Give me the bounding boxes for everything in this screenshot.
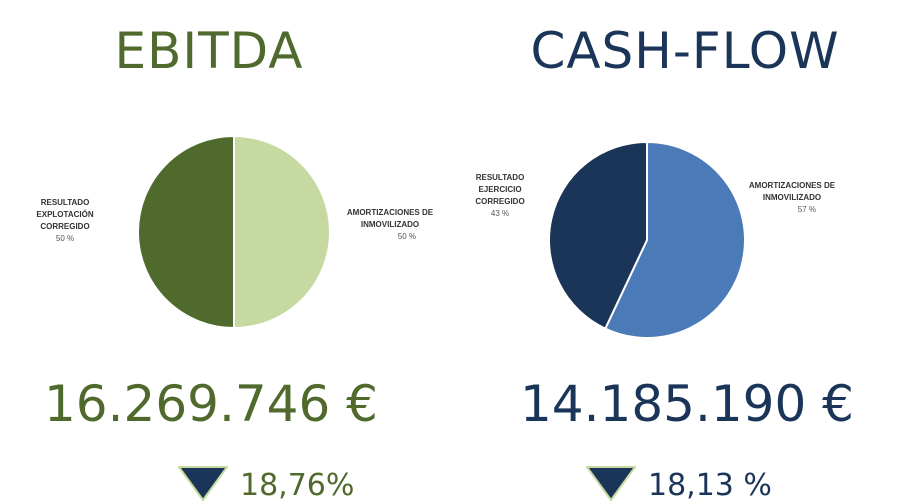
cashflow-panel: CASH-FLOW RESULTADO EJERCICIO CORREGIDO …	[450, 0, 900, 503]
ebitda-pie-slice-1	[233, 134, 331, 330]
cashflow-pie-slice-1	[603, 140, 746, 339]
ebitda-pie-chart	[137, 134, 331, 330]
ebitda-slice-label-amortizaciones: AMORTIZACIONES DE INMOVILIZADO 50 %	[340, 207, 440, 243]
cashflow-slice-label-amortizaciones: AMORTIZACIONES DE INMOVILIZADO 57 %	[742, 180, 842, 216]
ebitda-slice-value-amortizaciones: 50 %	[397, 232, 416, 241]
cashflow-pie-slice-0	[548, 140, 648, 331]
cashflow-slice-value-resultado: 43 %	[490, 209, 510, 218]
cashflow-change-value: 18,13 %	[648, 468, 772, 503]
cashflow-pie-chart	[548, 140, 746, 339]
cashflow-down-arrow-icon	[586, 466, 636, 502]
ebitda-amount: 16.269.746 €	[44, 375, 378, 433]
ebitda-pie-slice-0	[137, 134, 235, 330]
ebitda-slice-label-explotacion: RESULTADO EXPLOTACIÓN CORREGIDO 50 %	[20, 197, 110, 245]
cashflow-amount: 14.185.190 €	[520, 375, 854, 433]
cashflow-slice-value-amortizaciones: 57 %	[797, 205, 816, 214]
ebitda-down-arrow-icon	[178, 466, 228, 502]
cashflow-title: CASH-FLOW	[530, 22, 840, 80]
ebitda-panel: EBITDA RESULTADO EXPLOTACIÓN CORREGIDO 5…	[0, 0, 450, 503]
cashflow-slice-label-resultado: RESULTADO EJERCICIO CORREGIDO 43 %	[460, 172, 540, 220]
ebitda-slice-value-explotacion: 50 %	[55, 234, 75, 243]
ebitda-change-value: 18,76%	[240, 468, 355, 503]
ebitda-title: EBITDA	[114, 22, 304, 80]
